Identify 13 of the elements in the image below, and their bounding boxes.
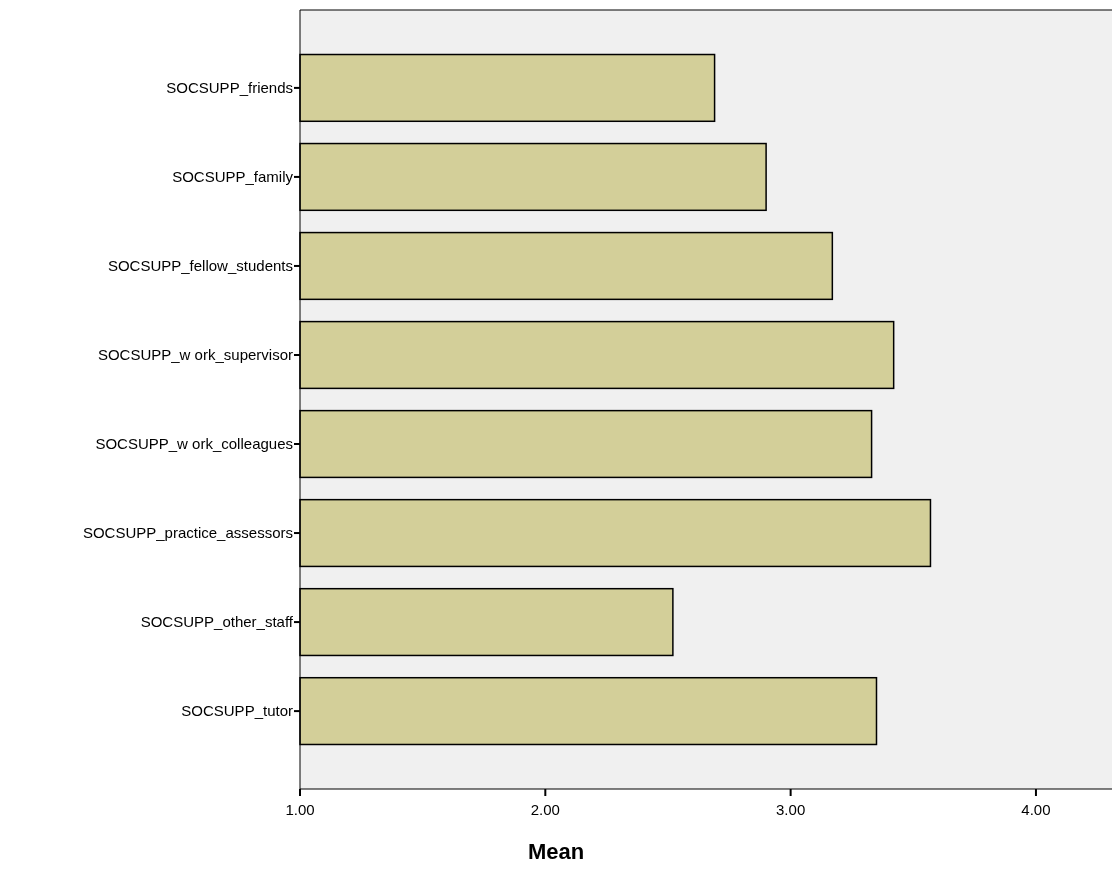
y-tick-label: SOCSUPP_friends (166, 79, 293, 97)
y-tick-label: SOCSUPP_other_staff (140, 613, 294, 631)
y-tick-label: SOCSUPP_tutor (181, 702, 293, 720)
y-tick-label: SOCSUPP_family (172, 168, 294, 186)
x-axis-title: Mean (527, 839, 585, 864)
y-tick-label: SOCSUPP_w ork_colleagues (95, 435, 293, 453)
y-tick-label: SOCSUPP_fellow_students (107, 257, 293, 275)
x-tick-label: 1.00 (285, 801, 315, 818)
y-tick-label: SOCSUPP_w ork_supervisor (97, 346, 293, 364)
x-tick-label: 4.00 (1021, 801, 1051, 818)
x-tick-label: 2.00 (530, 801, 560, 818)
y-tick-label: SOCSUPP_practice_assessors (82, 524, 293, 542)
x-tick-label: 3.00 (776, 801, 806, 818)
